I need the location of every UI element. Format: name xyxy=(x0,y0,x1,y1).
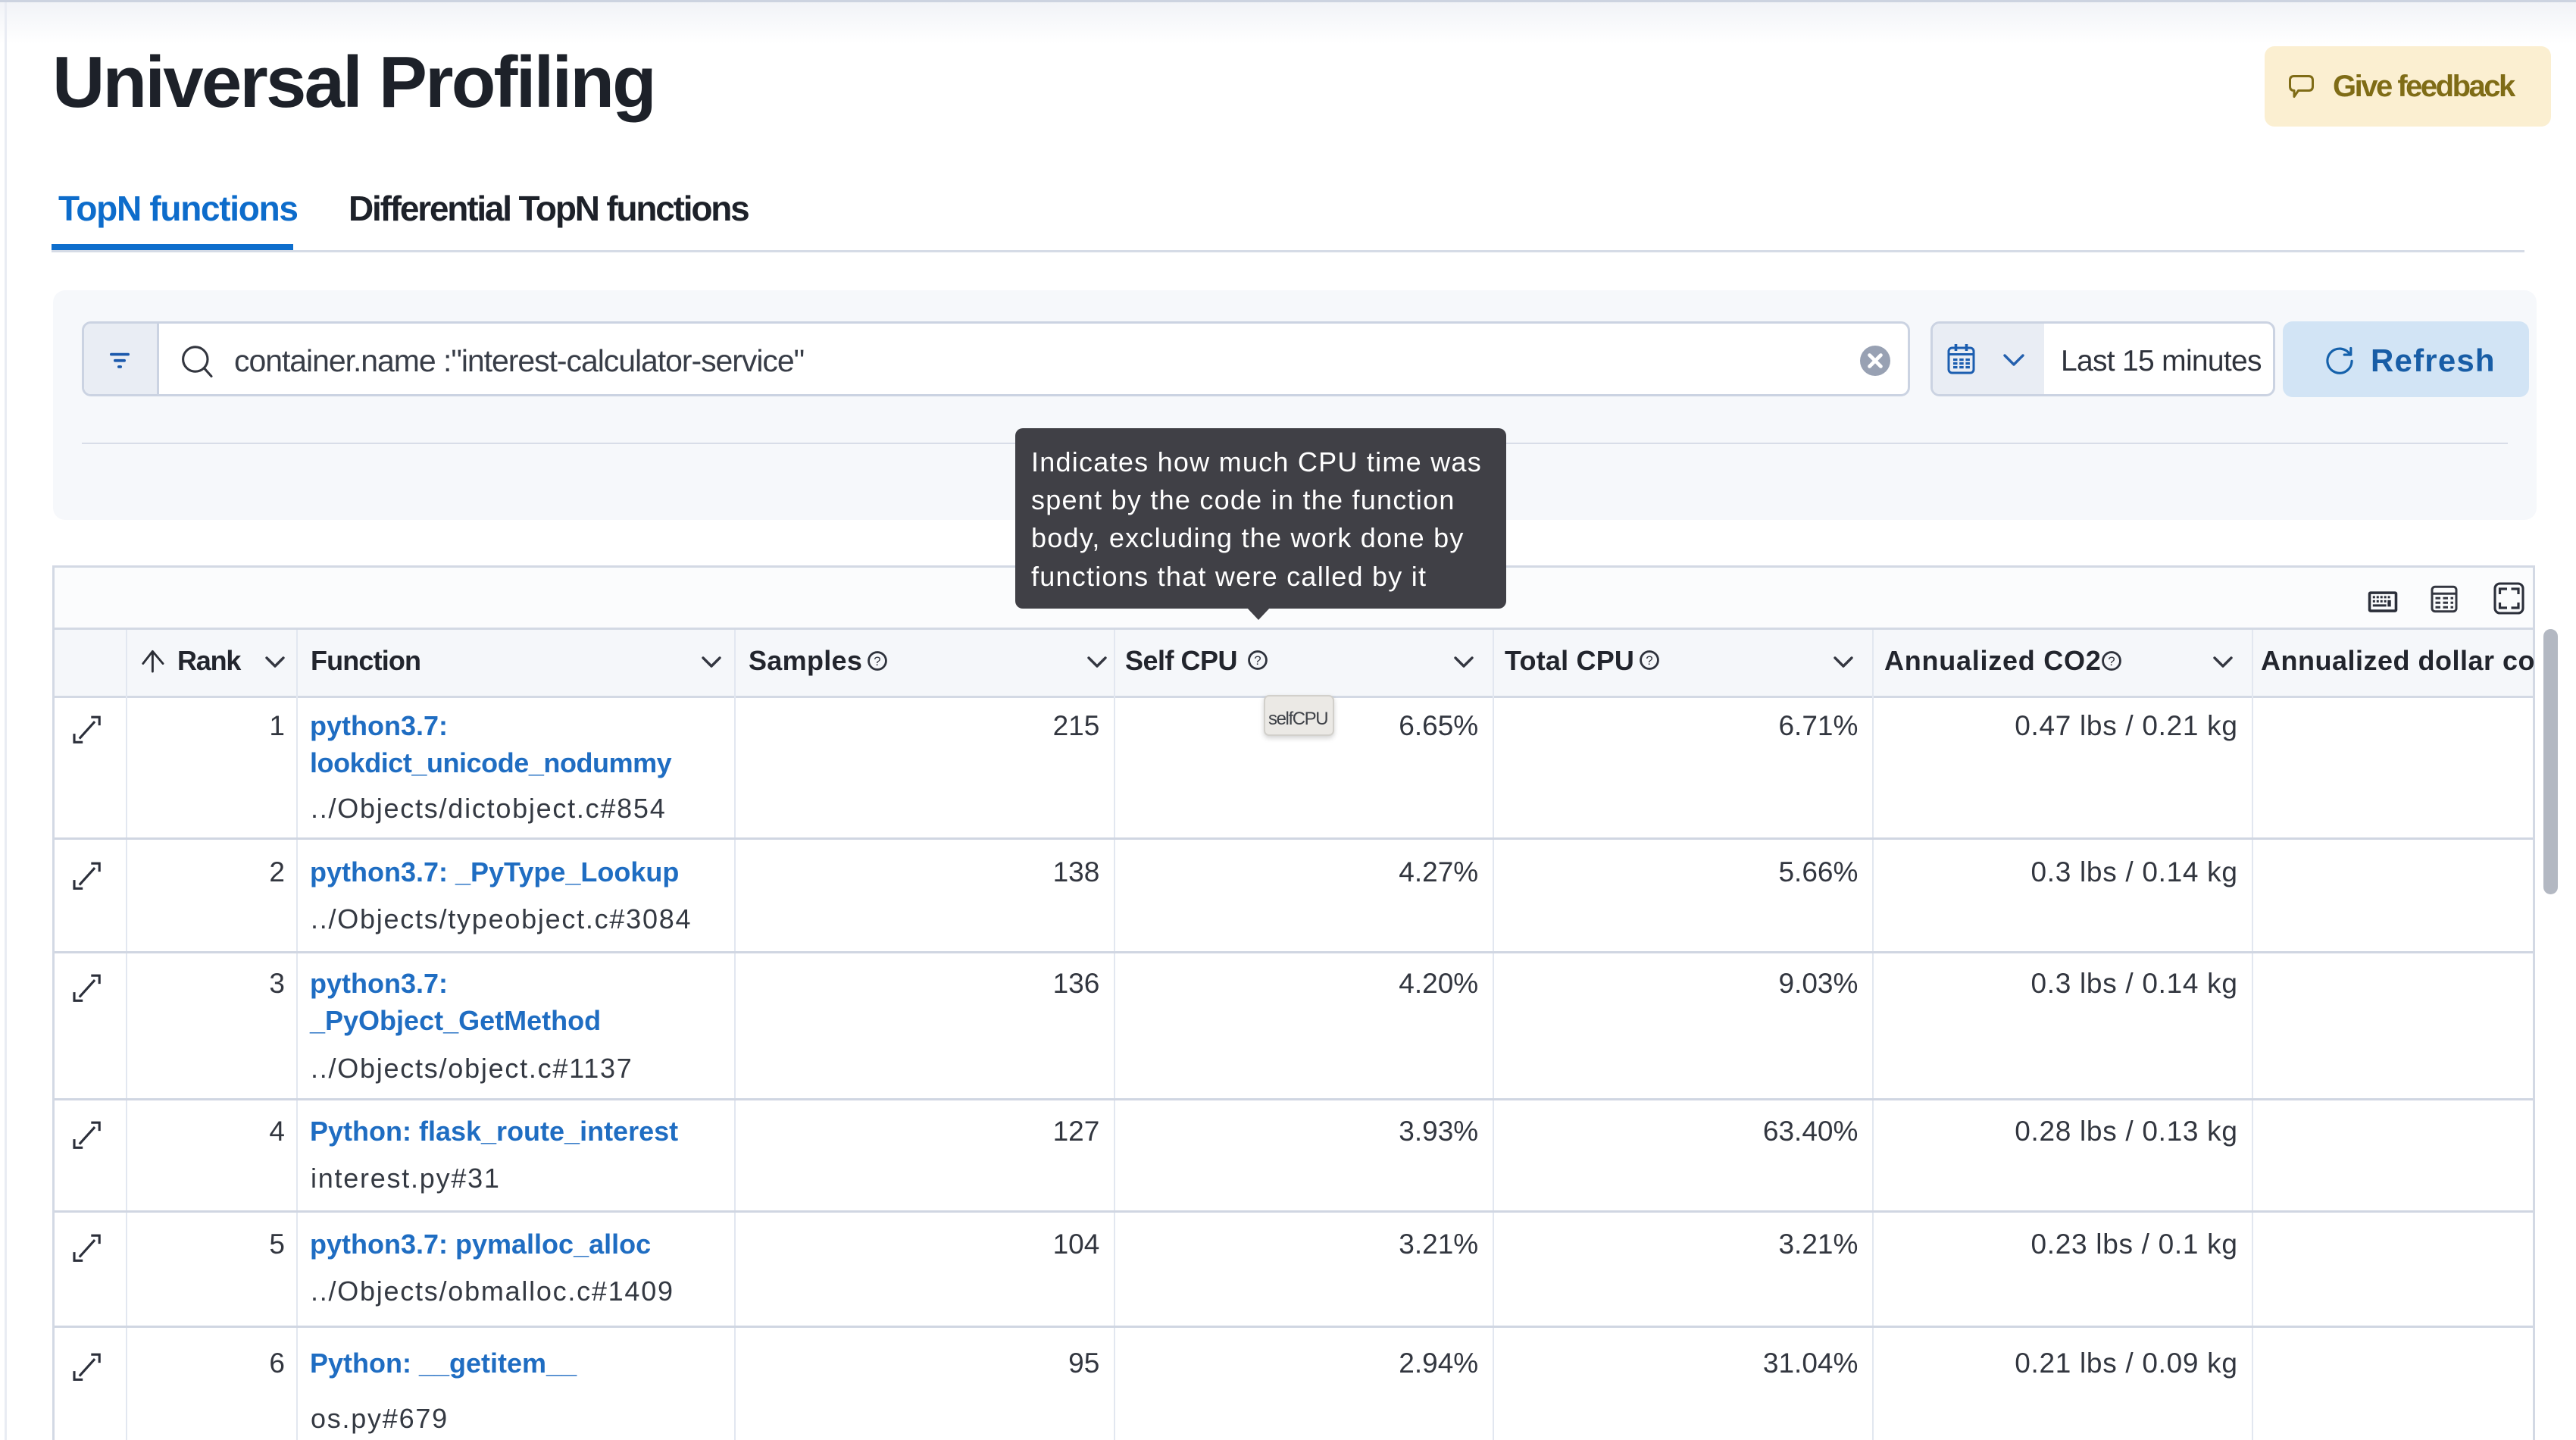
svg-text:?: ? xyxy=(874,654,880,668)
svg-text:?: ? xyxy=(2108,654,2115,668)
svg-text:?: ? xyxy=(1646,653,1652,668)
svg-text:?: ? xyxy=(1254,653,1261,668)
